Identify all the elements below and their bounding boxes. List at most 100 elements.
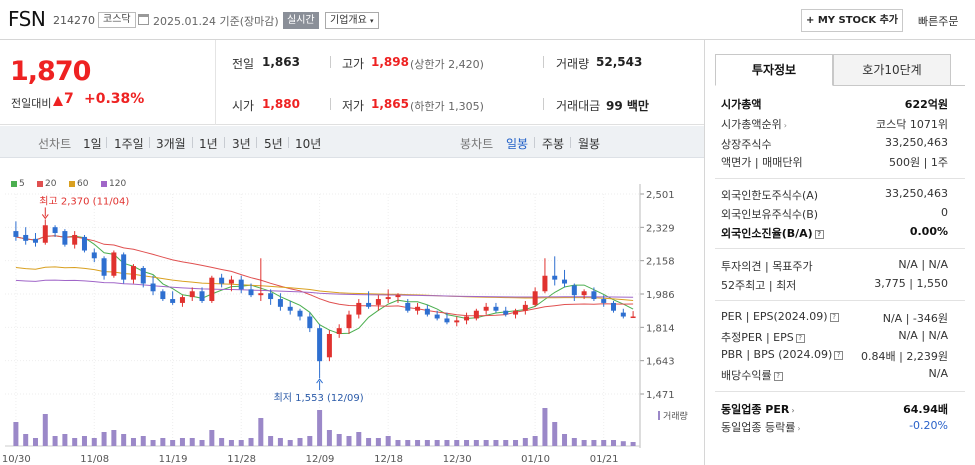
date-info: 2025.01.24 기준(장마감): [153, 15, 279, 28]
volume-bar: [601, 440, 607, 446]
stock-header: FSN 214270 코스닥 2025.01.24 기준(장마감) 실시간 기업…: [0, 0, 975, 40]
low-annotation: 최저 1,553 (12/09): [274, 392, 364, 404]
high-annotation: 최고 2,370 (11/04): [39, 195, 129, 207]
y-tick-label: 1,643: [646, 357, 675, 368]
period-10y[interactable]: 10년: [295, 137, 322, 151]
candle-body: [424, 308, 430, 315]
tab-invest-info[interactable]: 투자정보: [715, 54, 833, 86]
candle-body: [483, 306, 489, 311]
high-arrow-head: [41, 214, 49, 220]
change-percent: +0.38%: [84, 91, 145, 107]
volume-bar: [336, 434, 342, 446]
ma60-legend: 60: [69, 179, 88, 189]
vs-prev-label: 전일대비: [11, 97, 52, 110]
candle-body: [356, 302, 362, 315]
foreign-hold-label: 외국인보유주식수(B): [721, 208, 819, 221]
volume-bar: [62, 434, 68, 446]
candle-body: [601, 299, 607, 303]
quick-order-link[interactable]: 빠른주문: [918, 15, 959, 28]
period-3m[interactable]: 3개월: [156, 137, 186, 151]
volume-bar: [23, 434, 29, 446]
par-unit-label: 액면가 | 매매단위: [721, 156, 803, 169]
shares-label: 상장주식수: [721, 138, 772, 151]
foreign-limit-value: 33,250,463: [885, 187, 948, 200]
add-mystock-button[interactable]: + MY STOCK 추가: [801, 9, 903, 32]
ma120-line: [15, 279, 634, 298]
candle-weekly[interactable]: 주봉: [542, 137, 565, 151]
candle-body: [317, 328, 323, 362]
volume-bar: [42, 414, 48, 446]
y-tick-label: 2,158: [646, 257, 675, 268]
market-badge: 코스닥: [98, 12, 136, 28]
period-1y[interactable]: 1년: [199, 137, 218, 151]
candle-daily[interactable]: 일봉: [506, 137, 529, 151]
candle-body: [297, 310, 303, 317]
open-value: 1,880: [262, 97, 300, 111]
candle-body: [630, 316, 636, 319]
divider: [715, 300, 965, 301]
candle-body: [258, 293, 264, 296]
divider: [833, 85, 965, 86]
volume-bar: [473, 440, 479, 446]
candle-body: [248, 289, 254, 296]
candle-body: [209, 277, 215, 301]
candle-body: [101, 258, 107, 276]
candle-body: [571, 285, 577, 296]
separator: [543, 98, 544, 110]
x-tick-label: 12/18: [374, 454, 403, 465]
low-value: 1,865: [371, 97, 409, 111]
candle-body: [326, 334, 332, 358]
info-icon: ?: [814, 229, 824, 239]
volume-bar: [209, 430, 215, 446]
tab-orderbook[interactable]: 호가10단계: [833, 54, 951, 86]
divider: [715, 391, 965, 392]
div-value: N/A: [928, 367, 948, 380]
volume-bar: [395, 440, 401, 446]
volume-bar: [385, 436, 391, 446]
x-tick-label: 11/08: [80, 454, 109, 465]
candle-monthly[interactable]: 월봉: [578, 137, 601, 151]
candle-body: [375, 299, 381, 305]
candle-body: [277, 299, 283, 307]
chevron-right-icon: ›: [791, 406, 795, 415]
realtime-button[interactable]: 실시간: [283, 12, 319, 29]
candle-body: [238, 279, 244, 290]
volume-bar: [199, 440, 205, 446]
period-5y[interactable]: 5년: [264, 137, 283, 151]
ma5-line: [15, 235, 634, 335]
w52-value: 3,775 | 1,550: [874, 277, 948, 290]
separator: [149, 137, 150, 148]
volume-bar: [32, 438, 38, 446]
candle-body: [444, 318, 450, 323]
candle-body: [42, 225, 48, 243]
foreign-ratio-label: 외국인소진율(B/A)?: [721, 225, 824, 241]
company-info-button[interactable]: 기업개요 ▾: [325, 12, 379, 29]
candle-body: [228, 279, 234, 284]
volume-bar: [307, 436, 313, 446]
volume-bar: [630, 442, 636, 446]
candle-body: [581, 291, 587, 296]
price-chart[interactable]: 2,501 2,329 2,158 1,986 1,814 1,643 1,471 최고 2,…: [0, 158, 704, 465]
volume-bar: [91, 438, 97, 446]
period-1w[interactable]: 1주일: [114, 137, 144, 151]
period-3y[interactable]: 3년: [232, 137, 251, 151]
candle-body: [464, 316, 470, 321]
est-per-label: 추정PER | EPS?: [721, 329, 805, 345]
upper-limit: (상한가 2,420): [410, 58, 484, 71]
volume-bar: [611, 440, 617, 446]
est-per-value: N/A | N/A: [898, 329, 948, 342]
candle-body: [513, 310, 519, 315]
volume-bar: [366, 438, 372, 446]
invest-info-panel: 투자정보 호가10단계 시가총액 622억원 시가총액순위 › 코스닥 1071위…: [704, 40, 975, 465]
volume-bar: [581, 440, 587, 446]
ma20-line: [15, 235, 634, 317]
volume-bar: [522, 438, 528, 446]
candle-body: [532, 291, 538, 305]
candle-chart-label: 봉차트: [460, 137, 494, 151]
volume-bar: [140, 436, 146, 446]
ma60-line: [15, 266, 634, 301]
rank-value: 코스닥 1071위: [876, 118, 948, 131]
separator: [192, 137, 193, 148]
period-1d[interactable]: 1일: [83, 137, 102, 151]
volume-bar: [189, 438, 195, 446]
